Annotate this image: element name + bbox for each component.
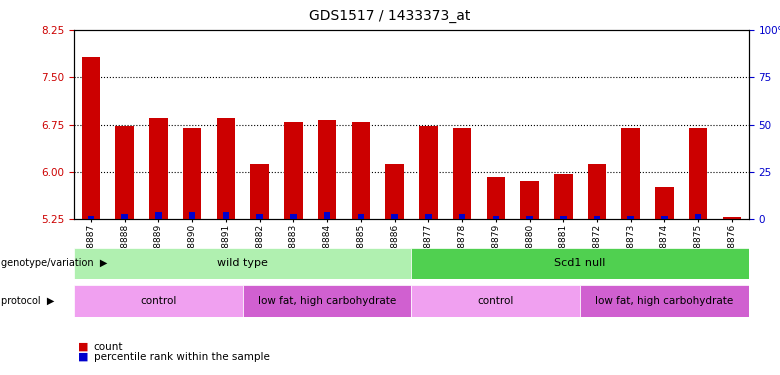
Bar bbox=[149, 118, 168, 219]
Bar bbox=[722, 217, 741, 219]
Bar bbox=[183, 129, 201, 219]
Bar bbox=[554, 174, 573, 219]
Text: low fat, high carbohydrate: low fat, high carbohydrate bbox=[258, 296, 396, 306]
Text: ■: ■ bbox=[78, 342, 88, 351]
Bar bbox=[82, 57, 101, 219]
Bar bbox=[526, 216, 533, 219]
Bar bbox=[594, 216, 601, 219]
Bar bbox=[284, 122, 303, 219]
Bar bbox=[695, 214, 701, 219]
Text: control: control bbox=[477, 296, 514, 306]
Bar bbox=[689, 129, 707, 219]
Bar bbox=[492, 216, 499, 219]
Bar bbox=[487, 177, 505, 219]
Bar bbox=[655, 186, 674, 219]
Text: control: control bbox=[140, 296, 176, 306]
Bar bbox=[560, 216, 566, 219]
Bar bbox=[419, 126, 438, 219]
Text: Scd1 null: Scd1 null bbox=[555, 258, 606, 268]
Bar bbox=[317, 120, 336, 219]
Text: count: count bbox=[94, 342, 123, 351]
Bar bbox=[217, 118, 236, 219]
Bar bbox=[155, 212, 161, 219]
Text: wild type: wild type bbox=[218, 258, 268, 268]
Text: percentile rank within the sample: percentile rank within the sample bbox=[94, 352, 269, 362]
Bar bbox=[412, 248, 749, 279]
Bar bbox=[452, 129, 471, 219]
Bar bbox=[243, 285, 412, 317]
Bar bbox=[459, 214, 466, 219]
Bar bbox=[189, 212, 196, 219]
Bar bbox=[324, 212, 331, 219]
Bar bbox=[661, 216, 668, 219]
Bar bbox=[352, 122, 370, 219]
Bar bbox=[357, 214, 364, 219]
Bar bbox=[74, 248, 412, 279]
Bar bbox=[115, 126, 134, 219]
Bar bbox=[520, 181, 539, 219]
Bar bbox=[74, 285, 243, 317]
Bar bbox=[412, 285, 580, 317]
Text: genotype/variation  ▶: genotype/variation ▶ bbox=[1, 258, 107, 268]
Bar bbox=[250, 165, 269, 219]
Bar bbox=[580, 285, 749, 317]
Bar bbox=[122, 214, 128, 219]
Bar bbox=[392, 214, 398, 219]
Bar bbox=[257, 214, 263, 219]
Text: GDS1517 / 1433373_at: GDS1517 / 1433373_at bbox=[310, 9, 470, 23]
Text: low fat, high carbohydrate: low fat, high carbohydrate bbox=[595, 296, 733, 306]
Bar bbox=[222, 212, 229, 219]
Text: protocol  ▶: protocol ▶ bbox=[1, 296, 54, 306]
Bar bbox=[627, 216, 634, 219]
Text: ■: ■ bbox=[78, 352, 88, 362]
Bar bbox=[622, 129, 640, 219]
Bar bbox=[587, 165, 606, 219]
Bar bbox=[425, 214, 431, 219]
Bar bbox=[290, 214, 296, 219]
Bar bbox=[87, 216, 94, 219]
Bar bbox=[385, 165, 404, 219]
